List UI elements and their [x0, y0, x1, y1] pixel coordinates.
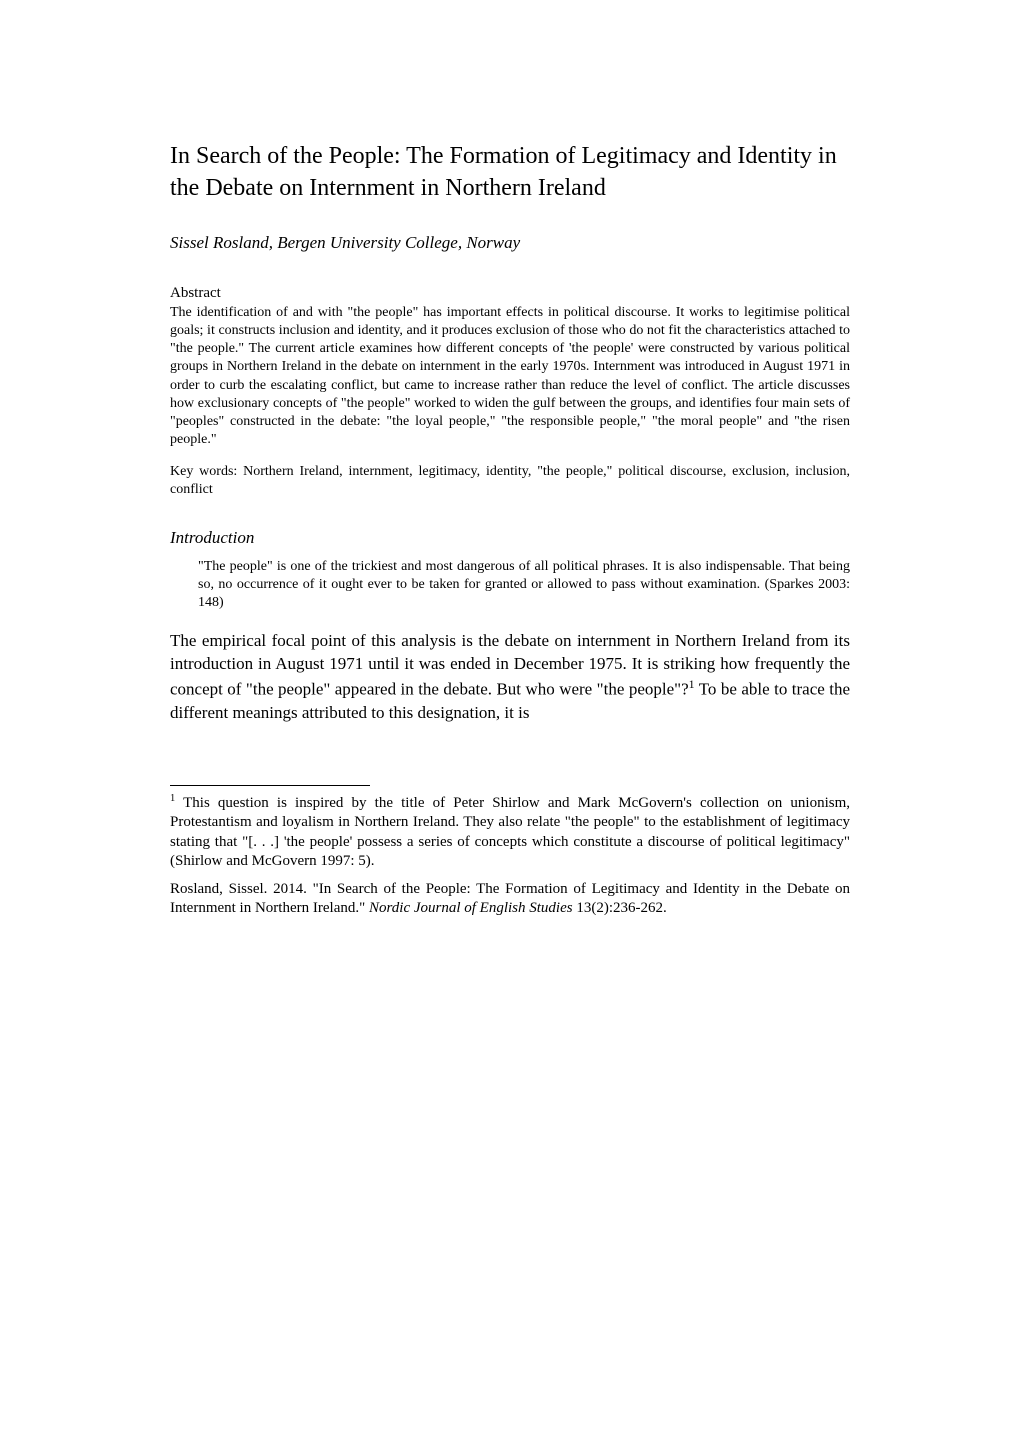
citation-journal: Nordic Journal of English Studies	[369, 900, 573, 916]
footnote-1: 1 This question is inspired by the title…	[170, 792, 850, 872]
citation-line: Rosland, Sissel. 2014. "In Search of the…	[170, 880, 850, 919]
citation-post: 13(2):236-262.	[573, 900, 667, 916]
epigraph-quote: "The people" is one of the trickiest and…	[198, 558, 850, 613]
body-paragraph: The empirical focal point of this analys…	[170, 630, 850, 724]
article-title: In Search of the People: The Formation o…	[170, 140, 850, 205]
footnote-text: This question is inspired by the title o…	[170, 795, 850, 870]
author-line: Sissel Rosland, Bergen University Colleg…	[170, 233, 850, 253]
keywords: Key words: Northern Ireland, internment,…	[170, 463, 850, 499]
abstract-heading: Abstract	[170, 285, 850, 302]
footnote-separator	[170, 785, 370, 786]
abstract-body: The identification of and with "the peop…	[170, 304, 850, 450]
section-heading-introduction: Introduction	[170, 528, 850, 548]
